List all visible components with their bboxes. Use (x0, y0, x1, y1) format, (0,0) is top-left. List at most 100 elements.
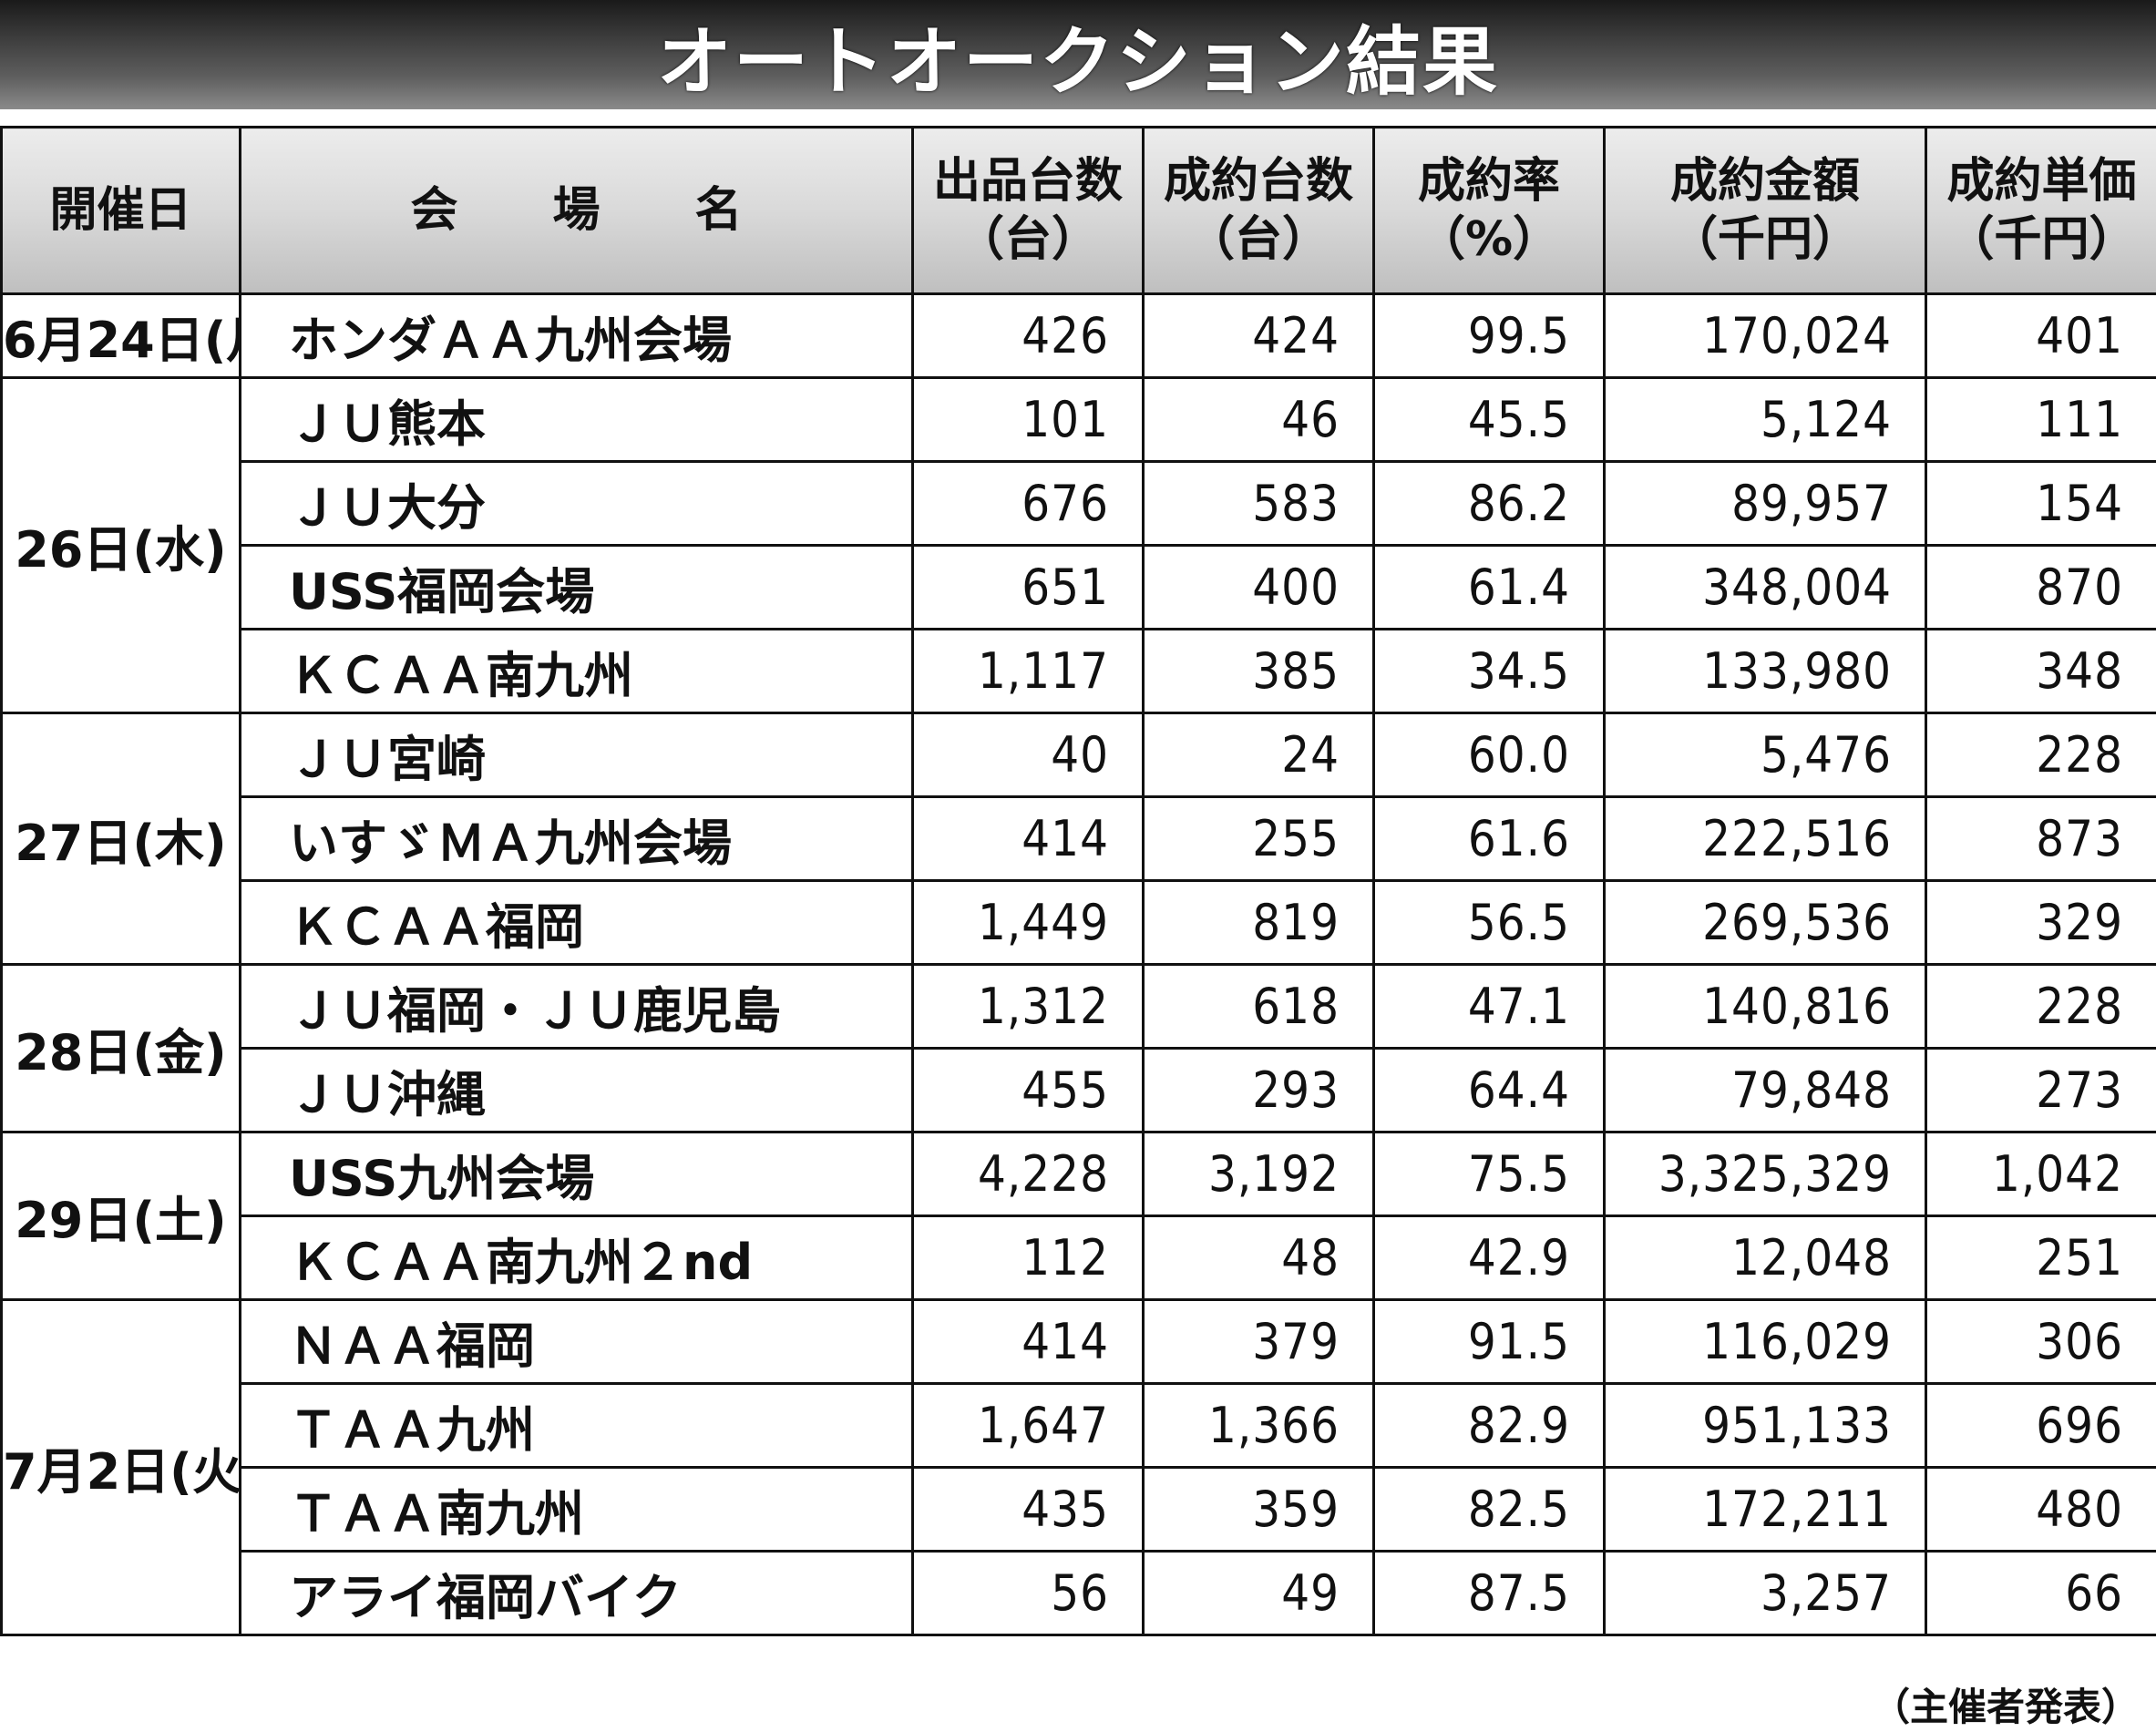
venue-cell: USS九州会場 (241, 1132, 913, 1216)
rate-cell: 99.5 (1374, 294, 1605, 378)
table-row: 28日(金) ＪＵ福岡・ＪＵ鹿児島 1,312 618 47.1 140,816… (2, 965, 2156, 1049)
date-cell: 6月24日(月) (2, 294, 241, 378)
table-row: 29日(土) USS九州会場 4,228 3,192 75.5 3,325,32… (2, 1132, 2156, 1216)
header-rate: 成約率 （%） (1374, 128, 1605, 294)
rate-cell: 82.5 (1374, 1468, 1605, 1552)
source-note: （主催者発表） (1872, 1676, 2140, 1732)
amount-cell: 12,048 (1605, 1216, 1926, 1300)
rate-cell: 87.5 (1374, 1552, 1605, 1635)
sold-cell: 46 (1144, 378, 1374, 462)
listed-cell: 56 (913, 1552, 1144, 1635)
table-row: ＪＵ大分 676 583 86.2 89,957 154 (2, 462, 2156, 546)
venue-cell: ＴＡＡ南九州 (241, 1468, 913, 1552)
venue-cell: ＴＡＡ九州 (241, 1384, 913, 1468)
rate-cell: 86.2 (1374, 462, 1605, 546)
amount-cell: 172,211 (1605, 1468, 1926, 1552)
amount-cell: 5,124 (1605, 378, 1926, 462)
unit-price-cell: 348 (1926, 630, 2156, 713)
header-row: 開催日 会 場 名 出品台数 （台） 成約台数 （台） 成約率 （%） 成約金額… (2, 128, 2156, 294)
rate-cell: 42.9 (1374, 1216, 1605, 1300)
sold-cell: 583 (1144, 462, 1374, 546)
amount-cell: 3,257 (1605, 1552, 1926, 1635)
listed-cell: 40 (913, 713, 1144, 797)
unit-price-cell: 870 (1926, 546, 2156, 630)
table-row: USS福岡会場 651 400 61.4 348,004 870 (2, 546, 2156, 630)
header-amount-label: 成約金額 (1606, 152, 1925, 210)
listed-cell: 1,647 (913, 1384, 1144, 1468)
date-cell: 28日(金) (2, 965, 241, 1132)
sold-cell: 819 (1144, 881, 1374, 965)
sold-cell: 24 (1144, 713, 1374, 797)
unit-price-cell: 154 (1926, 462, 2156, 546)
venue-cell: ＪＵ宮崎 (241, 713, 913, 797)
unit-price-cell: 228 (1926, 965, 2156, 1049)
listed-cell: 1,312 (913, 965, 1144, 1049)
unit-price-cell: 228 (1926, 713, 2156, 797)
sold-cell: 293 (1144, 1049, 1374, 1132)
sold-cell: 359 (1144, 1468, 1374, 1552)
sold-cell: 379 (1144, 1300, 1374, 1384)
amount-cell: 222,516 (1605, 797, 1926, 881)
rate-cell: 82.9 (1374, 1384, 1605, 1468)
table-row: ＴＡＡ九州 1,647 1,366 82.9 951,133 696 (2, 1384, 2156, 1468)
table-row: 26日(水) ＪＵ熊本 101 46 45.5 5,124 111 (2, 378, 2156, 462)
rate-cell: 45.5 (1374, 378, 1605, 462)
venue-cell: ＪＵ福岡・ＪＵ鹿児島 (241, 965, 913, 1049)
listed-cell: 112 (913, 1216, 1144, 1300)
rate-cell: 34.5 (1374, 630, 1605, 713)
sold-cell: 385 (1144, 630, 1374, 713)
amount-cell: 79,848 (1605, 1049, 1926, 1132)
table-row: いすゞＭＡ九州会場 414 255 61.6 222,516 873 (2, 797, 2156, 881)
unit-price-cell: 401 (1926, 294, 2156, 378)
sold-cell: 618 (1144, 965, 1374, 1049)
table-row: ＴＡＡ南九州 435 359 82.5 172,211 480 (2, 1468, 2156, 1552)
amount-cell: 348,004 (1605, 546, 1926, 630)
date-cell: 7月2日(火) (2, 1300, 241, 1635)
unit-price-cell: 696 (1926, 1384, 2156, 1468)
rate-cell: 47.1 (1374, 965, 1605, 1049)
header-sold-unit: （台） (1145, 210, 1372, 269)
table-row: アライ福岡バイク 56 49 87.5 3,257 66 (2, 1552, 2156, 1635)
rate-cell: 64.4 (1374, 1049, 1605, 1132)
rate-cell: 75.5 (1374, 1132, 1605, 1216)
header-listed-unit: （台） (914, 210, 1142, 269)
listed-cell: 1,449 (913, 881, 1144, 965)
amount-cell: 116,029 (1605, 1300, 1926, 1384)
listed-cell: 101 (913, 378, 1144, 462)
header-listed-label: 出品台数 (914, 152, 1142, 210)
header-unit-price: 成約単価 （千円） (1926, 128, 2156, 294)
header-sold-label: 成約台数 (1145, 152, 1372, 210)
listed-cell: 1,117 (913, 630, 1144, 713)
venue-cell: アライ福岡バイク (241, 1552, 913, 1635)
unit-price-cell: 251 (1926, 1216, 2156, 1300)
unit-price-cell: 873 (1926, 797, 2156, 881)
venue-cell: ＫＣＡＡ南九州 (241, 630, 913, 713)
table-row: 7月2日(火) ＮＡＡ福岡 414 379 91.5 116,029 306 (2, 1300, 2156, 1384)
rate-cell: 60.0 (1374, 713, 1605, 797)
unit-price-cell: 1,042 (1926, 1132, 2156, 1216)
venue-cell: ＪＵ沖縄 (241, 1049, 913, 1132)
sold-cell: 400 (1144, 546, 1374, 630)
header-venue: 会 場 名 (241, 128, 913, 294)
venue-cell: ＫＣＡＡ福岡 (241, 881, 913, 965)
unit-price-cell: 66 (1926, 1552, 2156, 1635)
listed-cell: 455 (913, 1049, 1144, 1132)
unit-price-cell: 480 (1926, 1468, 2156, 1552)
venue-cell: ＫＣＡＡ南九州２nd (241, 1216, 913, 1300)
venue-cell: ＮＡＡ福岡 (241, 1300, 913, 1384)
venue-cell: ＪＵ熊本 (241, 378, 913, 462)
title-bar: オートオークション結果 (0, 0, 2156, 109)
unit-price-cell: 306 (1926, 1300, 2156, 1384)
sold-cell: 49 (1144, 1552, 1374, 1635)
table-row: ＫＣＡＡ南九州２nd 112 48 42.9 12,048 251 (2, 1216, 2156, 1300)
sold-cell: 1,366 (1144, 1384, 1374, 1468)
sold-cell: 255 (1144, 797, 1374, 881)
venue-cell: ホンダＡＡ九州会場 (241, 294, 913, 378)
listed-cell: 435 (913, 1468, 1144, 1552)
amount-cell: 140,816 (1605, 965, 1926, 1049)
amount-cell: 5,476 (1605, 713, 1926, 797)
listed-cell: 676 (913, 462, 1144, 546)
rate-cell: 91.5 (1374, 1300, 1605, 1384)
listed-cell: 4,228 (913, 1132, 1144, 1216)
listed-cell: 426 (913, 294, 1144, 378)
